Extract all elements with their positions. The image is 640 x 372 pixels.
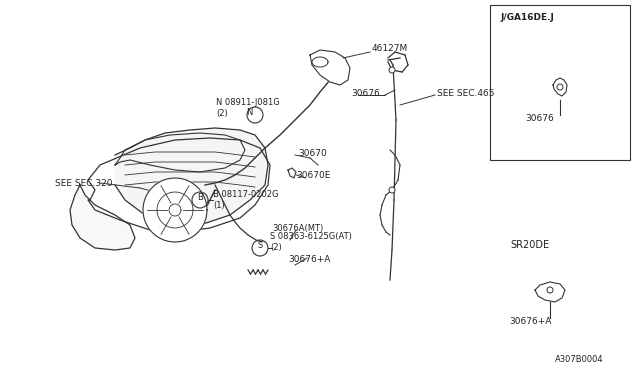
Polygon shape bbox=[553, 78, 567, 96]
Polygon shape bbox=[115, 128, 268, 225]
Polygon shape bbox=[70, 185, 135, 250]
Text: B 08117-0202G
(1): B 08117-0202G (1) bbox=[213, 190, 278, 210]
Text: A307B0004: A307B0004 bbox=[555, 356, 604, 365]
Text: 30676+A: 30676+A bbox=[288, 256, 330, 264]
Text: 30676A(MT): 30676A(MT) bbox=[272, 224, 323, 232]
Text: B: B bbox=[197, 192, 203, 202]
Polygon shape bbox=[535, 282, 565, 302]
Circle shape bbox=[389, 67, 395, 73]
Text: SEE SEC.465: SEE SEC.465 bbox=[437, 89, 495, 97]
Text: N: N bbox=[246, 108, 252, 116]
Text: S 08363-6125G(AT)
(2): S 08363-6125G(AT) (2) bbox=[270, 232, 352, 252]
Text: J/GA16DE.J: J/GA16DE.J bbox=[500, 13, 554, 22]
Text: 30670E: 30670E bbox=[296, 170, 330, 180]
Circle shape bbox=[389, 187, 395, 193]
Polygon shape bbox=[288, 168, 296, 178]
Polygon shape bbox=[88, 138, 270, 232]
Text: 30676+A: 30676+A bbox=[509, 317, 551, 327]
Text: SR20DE: SR20DE bbox=[510, 240, 549, 250]
Text: SEE SEC.320: SEE SEC.320 bbox=[55, 179, 113, 187]
Bar bbox=[490, 5, 630, 160]
Polygon shape bbox=[310, 50, 350, 85]
Polygon shape bbox=[143, 178, 207, 242]
Text: 30676: 30676 bbox=[525, 113, 554, 122]
Text: 46127M: 46127M bbox=[372, 44, 408, 52]
Text: N 08911-J081G
(2): N 08911-J081G (2) bbox=[216, 98, 280, 118]
Text: 30676: 30676 bbox=[351, 89, 380, 97]
Text: S: S bbox=[257, 241, 262, 250]
Text: 30670: 30670 bbox=[298, 148, 327, 157]
